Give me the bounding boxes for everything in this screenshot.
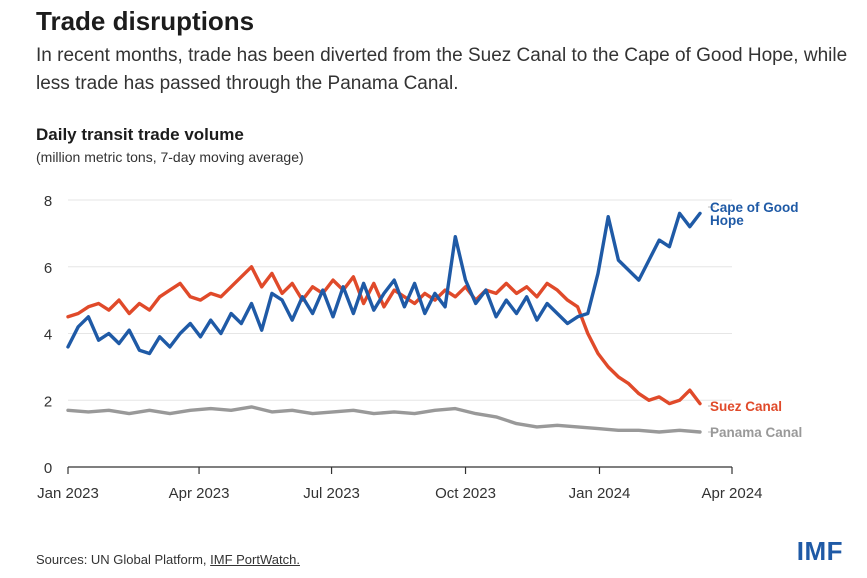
series-line-suez-canal bbox=[66, 265, 702, 406]
x-tick-label: Apr 2024 bbox=[702, 485, 763, 502]
source-prefix: Sources: UN Global Platform, bbox=[36, 552, 211, 567]
grid-lines bbox=[68, 199, 732, 401]
series-label-suez-canal: Suez Canal bbox=[710, 399, 782, 414]
chart-subtitle: (million metric tons, 7-day moving avera… bbox=[36, 149, 304, 165]
x-tick-label: Jan 2023 bbox=[37, 485, 99, 502]
x-tick-label: Jan 2024 bbox=[569, 485, 631, 502]
imf-logo: IMF bbox=[796, 536, 843, 566]
series-label-cape-of-good-hope: Cape of Good Hope bbox=[710, 200, 799, 228]
y-tick-label: 0 bbox=[44, 460, 52, 477]
y-tick-label: 2 bbox=[44, 393, 52, 410]
page-title: Trade disruptions bbox=[36, 6, 255, 36]
x-tick-label: Oct 2023 bbox=[435, 485, 496, 502]
series-line-cape-of-good-hope bbox=[66, 211, 702, 356]
series-label-panama-canal: Panama Canal bbox=[710, 425, 802, 440]
y-axis-ticks: 0 2 4 6 8 bbox=[44, 193, 52, 477]
chart-title: Daily transit trade volume bbox=[36, 125, 244, 144]
series-labels: Panama Canal Suez Canal Cape of Good Hope bbox=[707, 200, 802, 440]
x-axis: Jan 2023 Apr 2023 Jul 2023 Oct 2023 Jan 2024… bbox=[37, 466, 763, 502]
page-subtitle: In recent months, trade has been diverte… bbox=[36, 45, 848, 94]
series-line-panama-canal bbox=[66, 405, 702, 434]
series-lines bbox=[66, 211, 702, 434]
y-tick-label: 8 bbox=[44, 193, 52, 210]
source-link[interactable]: IMF PortWatch. bbox=[210, 552, 300, 567]
y-tick-label: 6 bbox=[44, 260, 52, 277]
x-tick-label: Apr 2023 bbox=[169, 485, 230, 502]
x-tick-label: Jul 2023 bbox=[303, 485, 360, 502]
source-note: Sources: UN Global Platform, IMF PortWat… bbox=[36, 552, 300, 567]
y-tick-label: 4 bbox=[44, 327, 52, 344]
